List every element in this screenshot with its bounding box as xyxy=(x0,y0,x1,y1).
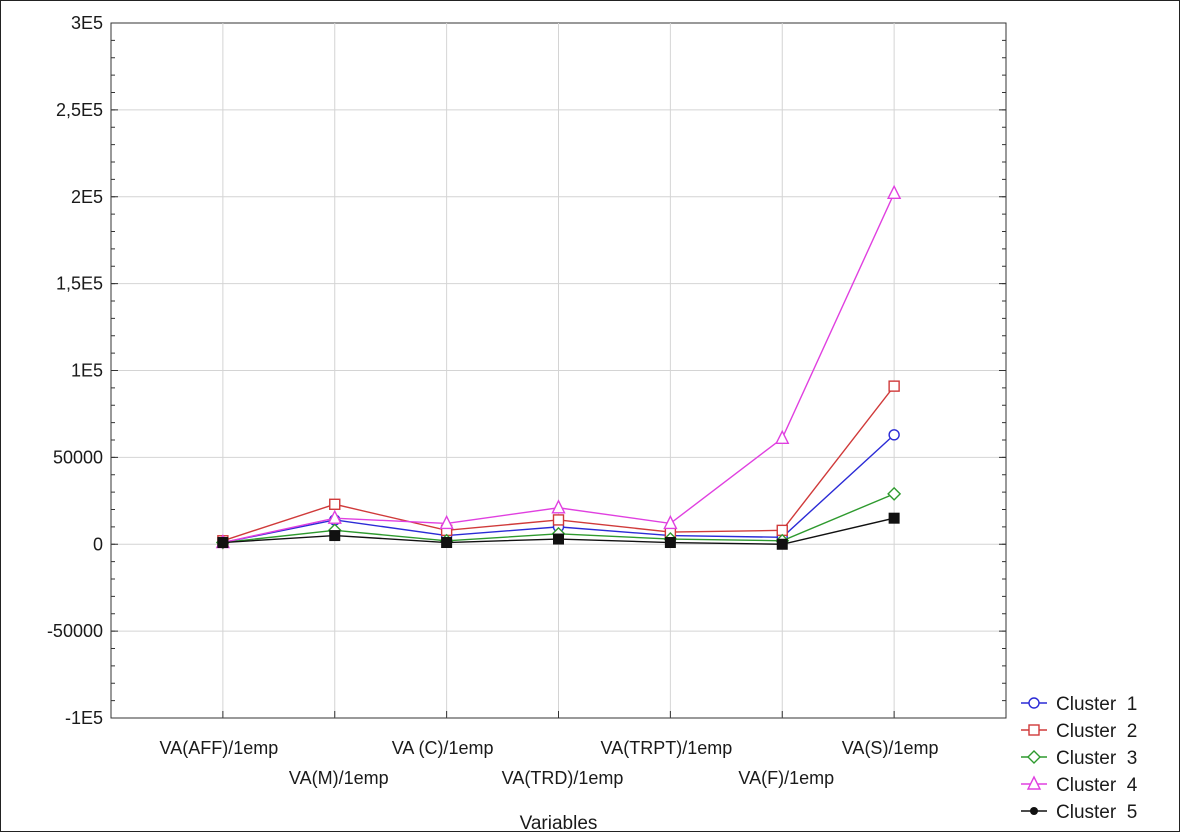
data-point xyxy=(776,538,788,550)
data-point xyxy=(664,537,676,549)
legend-item: Cluster 5 xyxy=(1021,802,1137,823)
data-point xyxy=(329,530,341,542)
legend-label: Cluster 1 xyxy=(1056,694,1137,715)
y-tick-label: -50000 xyxy=(47,621,103,641)
x-tick-label: VA(AFF)/1emp xyxy=(160,738,279,758)
x-tick-label: VA(TRD)/1emp xyxy=(502,768,624,788)
gridlines xyxy=(111,23,1006,718)
x-tick-label: VA(M)/1emp xyxy=(289,768,389,788)
data-point xyxy=(888,380,900,392)
y-tick-label: -1E5 xyxy=(65,708,103,728)
y-tick-label: 3E5 xyxy=(71,13,103,33)
legend-item: Cluster 4 xyxy=(1021,775,1138,796)
legend-label: Cluster 3 xyxy=(1056,748,1137,769)
series-group xyxy=(215,184,902,550)
data-point xyxy=(441,537,453,549)
x-tick-label: VA(F)/1emp xyxy=(738,768,834,788)
data-point xyxy=(552,514,565,526)
y-tick-label: 1E5 xyxy=(71,361,103,381)
legend: Cluster 1 Cluster 2 Cluster 3 Cluster 4 Clus… xyxy=(1021,694,1138,823)
data-point xyxy=(886,184,902,199)
legend-marker xyxy=(1027,750,1041,764)
legend-marker xyxy=(1026,775,1042,790)
data-point xyxy=(439,514,454,530)
legend-marker xyxy=(1028,697,1040,709)
y-axis: -1E5 -50000 0 50000 1E5 1,5E5 2E5 2,5E5 3E5 xyxy=(47,13,1006,728)
x-axis-title: Variables xyxy=(520,813,598,834)
legend-label: Cluster 2 xyxy=(1056,721,1137,742)
series-cluster-5 xyxy=(217,512,900,550)
x-tick-label: VA (C)/1emp xyxy=(392,738,494,758)
data-point xyxy=(888,512,900,524)
data-point xyxy=(888,429,900,441)
data-point xyxy=(663,514,678,530)
data-point xyxy=(775,429,790,444)
legend-item: Cluster 1 xyxy=(1021,694,1137,715)
legend-label: Cluster 4 xyxy=(1056,775,1138,796)
data-point xyxy=(551,499,566,514)
legend-marker xyxy=(1030,807,1038,815)
x-tick-label: VA(TRPT)/1emp xyxy=(601,738,733,758)
y-tick-label: 0 xyxy=(93,534,103,554)
data-point xyxy=(217,537,229,549)
y-tick-label: 1,5E5 xyxy=(56,274,103,294)
legend-item: Cluster 3 xyxy=(1021,748,1137,769)
data-point xyxy=(329,498,341,510)
x-tick-label: VA(S)/1emp xyxy=(842,738,939,758)
y-tick-label: 2,5E5 xyxy=(56,100,103,120)
data-point xyxy=(887,486,902,501)
legend-label: Cluster 5 xyxy=(1056,802,1137,823)
legend-marker xyxy=(1028,724,1040,736)
y-tick-label: 2E5 xyxy=(71,187,103,207)
y-tick-label: 50000 xyxy=(53,447,103,467)
legend-item: Cluster 2 xyxy=(1021,721,1137,742)
data-point xyxy=(553,533,564,545)
data-point xyxy=(327,509,342,524)
